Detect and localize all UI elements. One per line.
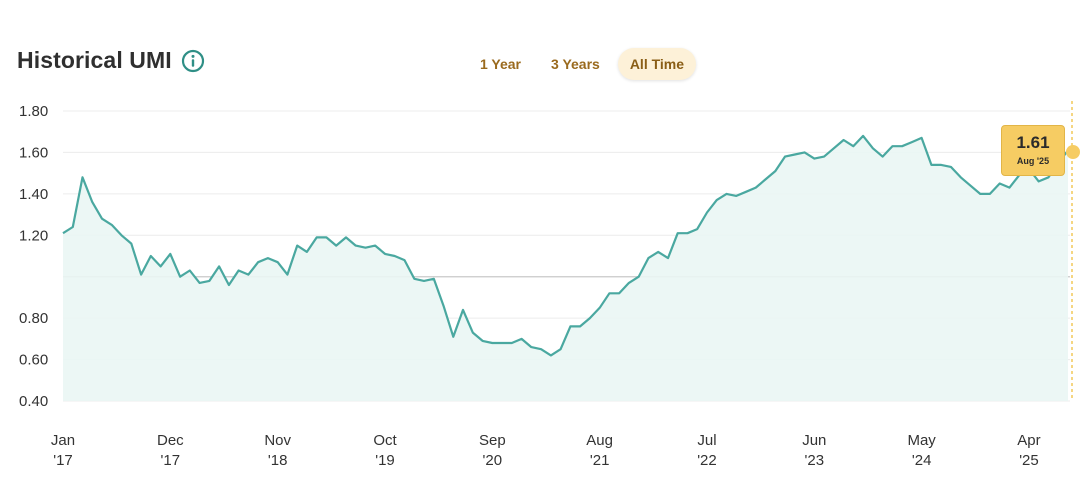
- x-tick-year: '24: [912, 452, 932, 469]
- title-row: Historical UMI: [17, 47, 205, 74]
- x-tick-year: '23: [805, 452, 825, 469]
- x-tick-year: '21: [590, 452, 610, 469]
- tooltip-value: 1.61: [1016, 133, 1050, 152]
- range-tabs: 1 Year 3 Years All Time: [468, 48, 702, 80]
- umi-area: [63, 135, 1068, 401]
- y-tick-label: 1.40: [19, 186, 48, 203]
- current-point-dot: [1066, 145, 1080, 159]
- tab-3-years[interactable]: 3 Years: [551, 56, 600, 72]
- x-tick-month: Dec: [157, 432, 184, 449]
- x-tick-month: Apr: [1017, 432, 1040, 449]
- value-tooltip: 1.61 Aug '25: [1001, 125, 1065, 176]
- x-tick-month: Jan: [51, 432, 75, 449]
- x-tick-year: '19: [375, 452, 395, 469]
- x-tick-year: '18: [268, 452, 288, 469]
- x-tick-month: Oct: [373, 432, 397, 449]
- tab-1-year[interactable]: 1 Year: [480, 56, 522, 72]
- x-tick-month: Jun: [802, 432, 826, 449]
- x-tick-month: Jul: [697, 432, 716, 449]
- x-tick-year: '25: [1019, 452, 1039, 469]
- y-tick-label: 1.80: [19, 103, 48, 120]
- y-tick-label: 0.60: [19, 352, 48, 369]
- y-tick-label: 1.60: [19, 144, 48, 161]
- x-tick-month: May: [907, 432, 936, 449]
- umi-line: [62, 134, 1069, 357]
- x-tick-year: '17: [53, 452, 73, 469]
- x-tick-month: Sep: [479, 432, 506, 449]
- y-tick-label: 0.40: [19, 393, 48, 410]
- info-circle-icon[interactable]: [181, 49, 205, 73]
- x-tick-year: '17: [161, 452, 181, 469]
- chart-title: Historical UMI: [17, 47, 172, 73]
- x-tick-year: '20: [483, 452, 503, 469]
- x-tick-month: Aug: [586, 432, 613, 449]
- tab-all-time[interactable]: All Time: [617, 48, 697, 80]
- x-tick-month: Nov: [264, 432, 291, 449]
- y-tick-label: 0.80: [19, 310, 48, 327]
- x-tick-year: '22: [697, 452, 717, 469]
- y-tick-label: 1.20: [19, 227, 48, 244]
- tooltip-date: Aug '25: [1016, 156, 1050, 166]
